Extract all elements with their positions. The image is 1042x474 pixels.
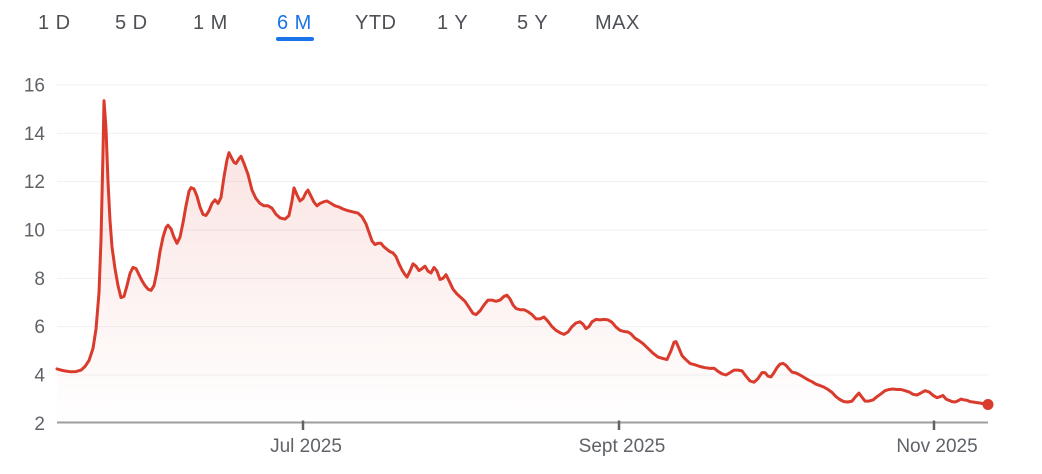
tab-ytd[interactable]: YTD [355,12,397,34]
active-tab-underline [276,37,314,41]
price-line [55,99,990,406]
y-axis-label: 8 [34,269,45,290]
x-axis-label: Jul 2025 [270,436,342,457]
x-axis-label: Sept 2025 [579,436,666,457]
x-axis-label: Nov 2025 [896,436,977,457]
y-axis-label: 6 [34,317,45,338]
time-range-tabs: 1 D 5 D 1 M 6 M YTD 1 Y 5 Y MAX [0,13,1042,47]
y-axis-label: 12 [24,172,45,193]
y-axis-label: 10 [24,220,45,241]
y-axis-label: 2 [34,414,45,435]
latest-price-dot [982,398,994,410]
y-axis-label: 4 [34,365,45,386]
tab-max[interactable]: MAX [595,12,640,34]
tab-6m[interactable]: 6 M [276,12,314,41]
tab-5y[interactable]: 5 Y [517,12,549,34]
y-axis-label: 16 [24,76,45,97]
tab-6m-label: 6 M [277,12,312,34]
area-fill [57,100,988,424]
tab-5d[interactable]: 5 D [115,12,148,34]
tab-1m[interactable]: 1 M [193,12,228,34]
tab-1y[interactable]: 1 Y [437,12,469,34]
tab-1d[interactable]: 1 D [38,12,71,34]
y-axis-label: 14 [24,124,46,145]
